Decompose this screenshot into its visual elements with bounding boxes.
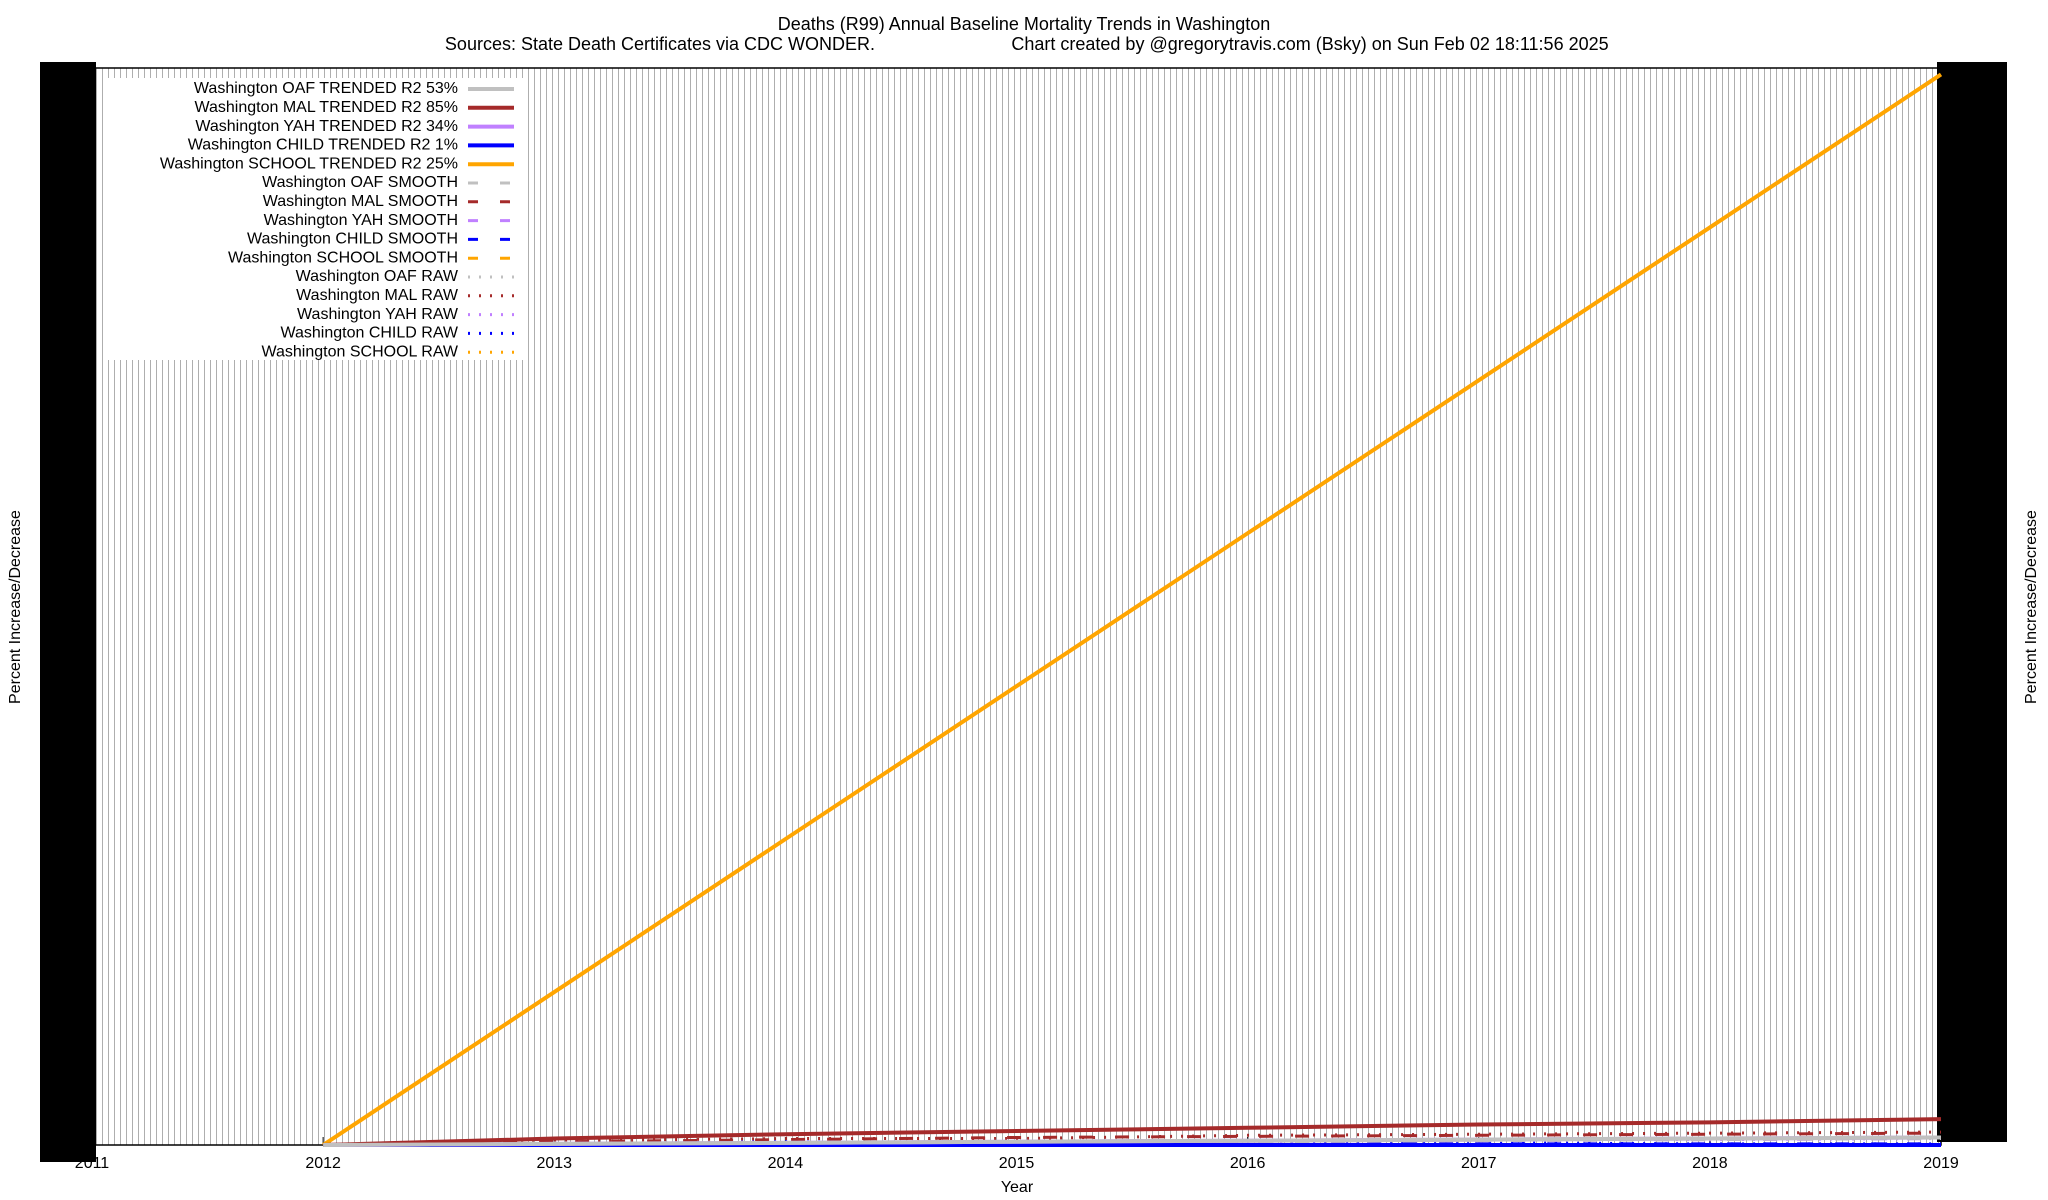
x-tick-label: 2014 — [768, 1155, 804, 1172]
x-tick-label: 2017 — [1461, 1155, 1497, 1172]
x-tick-label: 2015 — [999, 1155, 1035, 1172]
legend-label: Washington OAF SMOOTH — [262, 174, 458, 191]
legend-label: Washington CHILD SMOOTH — [247, 231, 458, 248]
legend-label: Washington CHILD RAW — [280, 325, 458, 342]
chart-title: Deaths (R99) Annual Baseline Mortality T… — [778, 14, 1271, 34]
legend-label: Washington CHILD TRENDED R2 1% — [188, 137, 458, 154]
legend-label: Washington SCHOOL SMOOTH — [228, 249, 458, 266]
legend-label: Washington YAH SMOOTH — [264, 212, 458, 229]
legend-label: Washington YAH RAW — [297, 306, 459, 323]
legend-label: Washington MAL RAW — [296, 287, 459, 304]
x-tick-label: 2016 — [1230, 1155, 1266, 1172]
legend-label: Washington MAL TRENDED R2 85% — [194, 99, 458, 116]
legend-label: Washington OAF TRENDED R2 53% — [194, 80, 458, 97]
overlapping-tick-labels — [1937, 62, 2007, 1142]
series-line — [322, 72, 1943, 1147]
legend-label: Washington YAH TRENDED R2 34% — [195, 118, 458, 135]
chart-credit: Chart created by @gregorytravis.com (Bsk… — [1011, 34, 1608, 54]
x-tick-label: 2011 — [75, 1155, 110, 1172]
legend-label: Washington MAL SMOOTH — [263, 193, 458, 210]
x-axis-label: Year — [1001, 1179, 1034, 1196]
x-tick-label: 2013 — [536, 1155, 572, 1172]
chart-subtitle: Sources: State Death Certificates via CD… — [445, 34, 875, 54]
series-line — [323, 1117, 1942, 1147]
x-tick-label: 2019 — [1923, 1155, 1959, 1172]
legend-label: Washington OAF RAW — [296, 268, 459, 285]
legend-label: Washington SCHOOL RAW — [262, 343, 459, 360]
series-line — [323, 1135, 1942, 1147]
legend-box — [106, 78, 526, 360]
overlapping-tick-labels — [40, 62, 96, 1162]
y2-axis-label: Percent Increase/Decrease — [2023, 510, 2040, 704]
y-axis-label: Percent Increase/Decrease — [7, 510, 24, 704]
x-tick-label: 2012 — [305, 1155, 341, 1172]
legend-label: Washington SCHOOL TRENDED R2 25% — [160, 155, 458, 172]
x-tick-label: 2018 — [1692, 1155, 1728, 1172]
